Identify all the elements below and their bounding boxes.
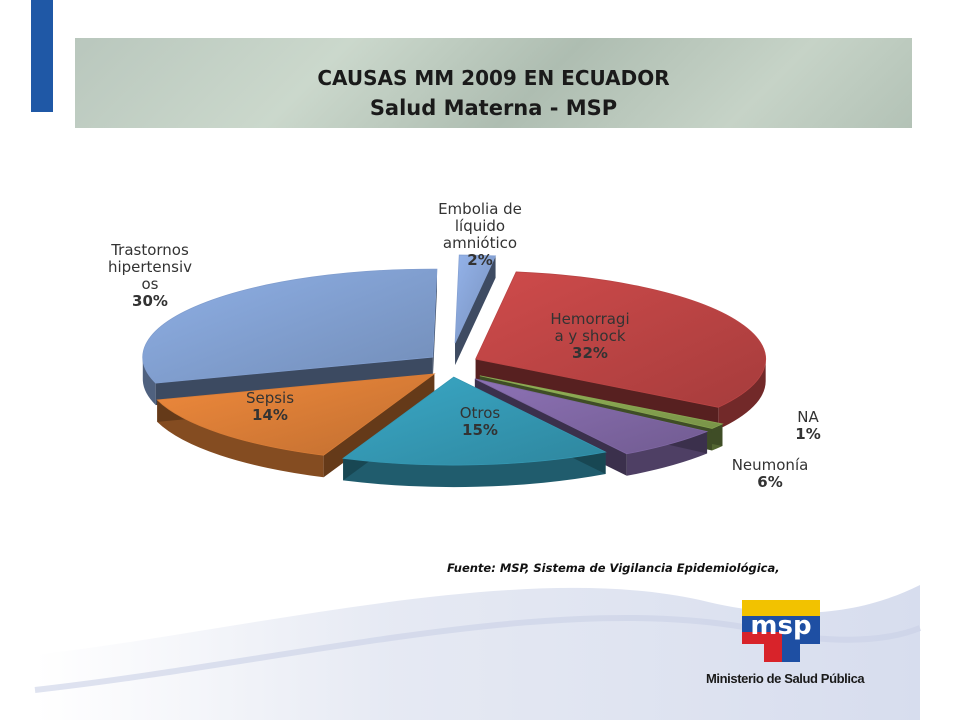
slice-label-6: Embolia de líquido amniótico 2% [438, 200, 522, 269]
ministry-name: Ministerio de Salud Pública [706, 671, 865, 686]
pie-side-3 [343, 452, 606, 488]
slice-label-2: Neumonía 6% [732, 456, 809, 491]
msp-logo-mark: msp [742, 600, 820, 662]
pie-wall-6-1 [455, 255, 496, 366]
slice-label-4: Sepsis 14% [246, 389, 294, 424]
accent-bar [31, 0, 53, 112]
title-banner: CAUSAS MM 2009 EN ECUADOR Salud Materna … [75, 38, 912, 128]
pie-slice-1 [479, 375, 724, 429]
pie-slice-3 [342, 376, 607, 466]
pie-slice-6 [454, 254, 497, 344]
source-note: Fuente: MSP, Sistema de Vigilancia Epide… [447, 561, 780, 575]
pie-slice-5 [142, 268, 438, 384]
slice-label-5: Trastornos hipertensiv os 30% [108, 241, 192, 310]
pie-side-4 [157, 399, 324, 478]
slide-subtitle: Salud Materna - MSP [369, 96, 618, 120]
slice-label-0: Hemorragi a y shock 32% [550, 310, 629, 362]
pie-wall-4-0 [323, 373, 435, 478]
pie-slice-2 [474, 378, 709, 455]
pie-side-5 [142, 357, 156, 406]
slice-label-1: NA 1% [795, 408, 820, 443]
slice-label-3: Otros 15% [460, 404, 501, 439]
pie-wall-5-0 [155, 357, 433, 406]
pie-slice-4 [156, 373, 436, 456]
slide-title: CAUSAS MM 2009 EN ECUADOR [317, 66, 670, 90]
msp-logo-text: msp [750, 611, 811, 641]
pie-slice-0 [475, 271, 767, 408]
